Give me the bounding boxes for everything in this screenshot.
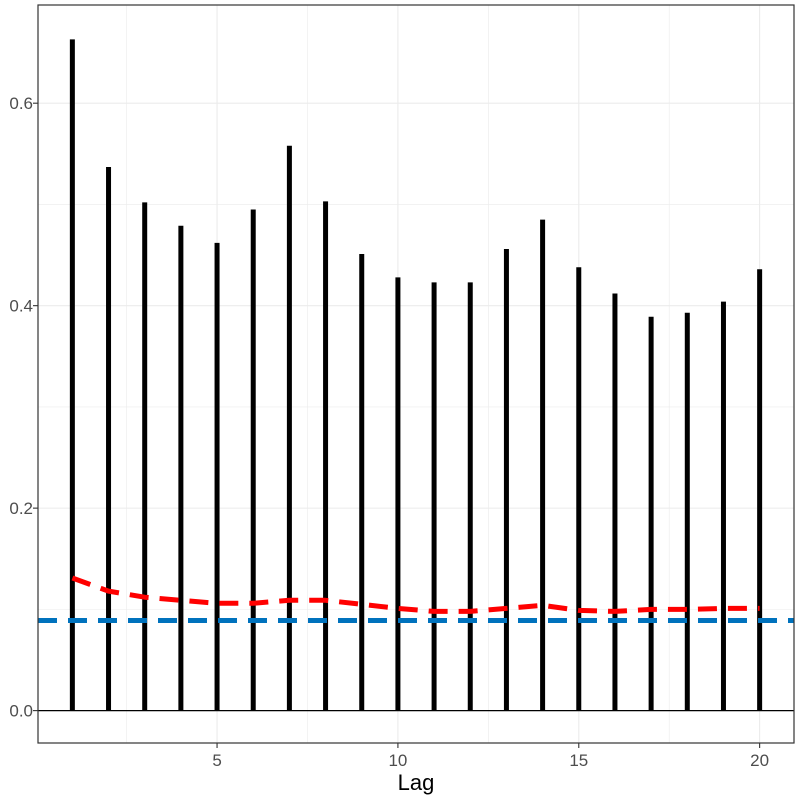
panel-background — [38, 5, 794, 743]
red-dashed-line — [71, 575, 760, 614]
bar-series — [69, 39, 763, 711]
x-tick-label: 10 — [388, 751, 407, 770]
y-tick-label: 0.6 — [9, 94, 33, 113]
y-axis-ticks: 0.0 0.2 0.4 0.6 — [9, 94, 38, 721]
reference-lines — [38, 575, 794, 624]
x-tick-label: 15 — [569, 751, 588, 770]
y-tick-label: 0.4 — [9, 297, 33, 316]
panel-border — [37, 4, 795, 744]
x-axis-ticks: 5 10 15 20 — [212, 743, 769, 770]
x-tick-label: 5 — [212, 751, 221, 770]
x-tick-label: 20 — [750, 751, 769, 770]
y-tick-label: 0.0 — [9, 702, 33, 721]
y-tick-label: 0.2 — [9, 499, 33, 518]
x-axis-title: Lag — [398, 770, 435, 795]
